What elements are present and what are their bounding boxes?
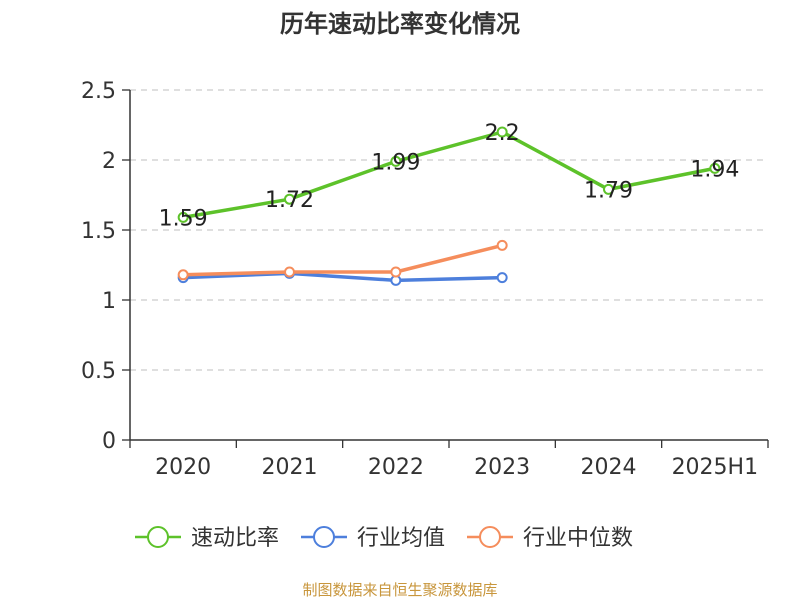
data-point	[709, 162, 721, 174]
series-line	[183, 243, 503, 277]
data-point	[603, 183, 614, 195]
data-point	[177, 269, 189, 281]
data-point	[496, 239, 508, 251]
data-point	[284, 193, 295, 205]
legend-item: 速动比率	[135, 526, 279, 551]
x-tick-label: 2023	[474, 455, 530, 480]
data-point	[496, 272, 508, 284]
y-tick-label: 1	[102, 289, 116, 314]
x-tick-label: 2020	[155, 455, 211, 480]
legend: 速动比率 行业均值 行业中位数	[135, 526, 633, 551]
data-label: 1.99	[371, 150, 420, 175]
x-tick-label: 2025H1	[672, 455, 759, 480]
x-tick-label: 2022	[368, 455, 424, 480]
series-line	[183, 271, 503, 283]
chart-title: 历年速动比率变化情况	[280, 10, 520, 38]
y-tick-label: 0.5	[81, 359, 116, 384]
legend-swatch-marker	[479, 526, 501, 548]
data-label: 2.2	[485, 121, 520, 146]
data-label: 1.72	[265, 188, 314, 213]
data-point	[284, 266, 295, 278]
y-tick-label: 0	[102, 429, 116, 454]
legend-swatch-marker	[313, 526, 335, 548]
legend-swatch-marker	[147, 526, 169, 548]
series-layer: 1.59 1.72 1.99 2.2 1.79 1.94	[159, 121, 739, 286]
legend-label: 行业均值	[357, 526, 445, 551]
data-label: 1.59	[159, 206, 208, 231]
y-tick-label: 2	[102, 149, 116, 174]
data-point	[496, 126, 508, 138]
legend-label: 行业中位数	[523, 526, 633, 551]
data-point	[177, 211, 189, 223]
x-tick-label: 2021	[262, 455, 318, 480]
data-label: 1.79	[584, 178, 633, 203]
data-label: 1.94	[690, 157, 739, 182]
axes: 0 0.5 1 1.5 2 2.5 2020 2021 2022 2023 2024 2025H1	[81, 79, 769, 480]
y-tick-label: 2.5	[81, 79, 116, 104]
legend-label: 速动比率	[191, 526, 279, 551]
data-point	[390, 266, 402, 278]
source-note: 制图数据来自恒生聚源数据库	[302, 581, 497, 599]
legend-item: 行业中位数	[467, 526, 633, 551]
series-line	[182, 130, 716, 220]
data-point	[390, 155, 402, 167]
y-tick-label: 1.5	[81, 219, 116, 244]
grid-lines	[130, 89, 768, 371]
x-tick-label: 2024	[581, 455, 637, 480]
legend-item: 行业均值	[301, 526, 445, 551]
